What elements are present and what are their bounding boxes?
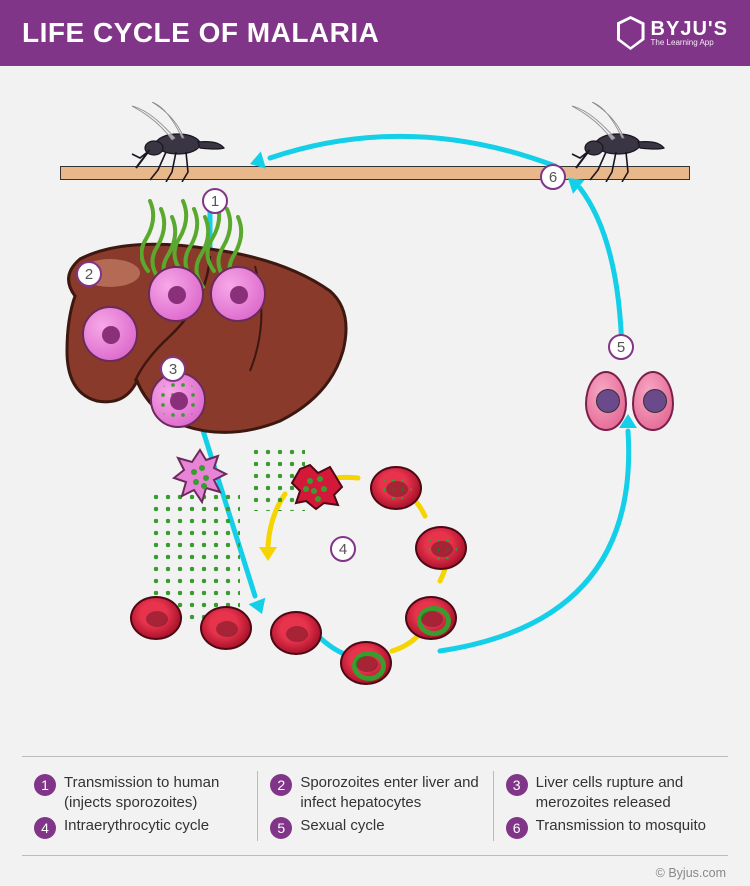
legend-item-1: 1 Transmission to human (injects sporozoi… — [22, 771, 257, 814]
brand-tagline: The Learning App — [651, 39, 728, 47]
legend-number: 4 — [34, 817, 56, 839]
mosquito-icon — [120, 102, 230, 182]
page-title: LIFE CYCLE OF MALARIA — [22, 17, 379, 49]
legend-number: 6 — [506, 817, 528, 839]
red-blood-cell — [415, 526, 467, 570]
ruptured-rbc-icon — [290, 461, 346, 511]
legend-text: Sexual cycle — [300, 816, 384, 836]
legend-number: 1 — [34, 774, 56, 796]
step-marker-3: 3 — [160, 356, 186, 382]
legend-number: 5 — [270, 817, 292, 839]
hepatocyte-cell — [148, 266, 204, 322]
legend-number: 2 — [270, 774, 292, 796]
gametocyte-cell — [632, 371, 674, 431]
red-blood-cell — [370, 466, 422, 510]
hepatocyte-cell — [210, 266, 266, 322]
legend-item-4: 4 Intraerythrocytic cycle — [22, 814, 257, 841]
brand-logo: BYJU'S The Learning App — [617, 16, 728, 50]
legend-item-6: 6 Transmission to mosquito — [493, 814, 728, 841]
legend-text: Sporozoites enter liver and infect hepat… — [300, 773, 480, 812]
red-blood-cell — [340, 641, 392, 685]
legend-number: 3 — [506, 774, 528, 796]
legend-text: Liver cells rupture and merozoites relea… — [536, 773, 716, 812]
legend-text: Transmission to human (injects sporozoit… — [64, 773, 245, 812]
legend-text: Intraerythrocytic cycle — [64, 816, 209, 836]
step-marker-1: 1 — [202, 188, 228, 214]
step-marker-2: 2 — [76, 261, 102, 287]
step-marker-5: 5 — [608, 334, 634, 360]
step-marker-6: 6 — [540, 164, 566, 190]
red-blood-cell — [130, 596, 182, 640]
shield-icon — [617, 16, 645, 50]
red-blood-cell — [270, 611, 322, 655]
red-blood-cell — [200, 606, 252, 650]
red-blood-cell — [405, 596, 457, 640]
legend: 1 Transmission to human (injects sporozoi… — [0, 756, 750, 864]
gametocyte-cell — [585, 371, 627, 431]
step-marker-4: 4 — [330, 536, 356, 562]
legend-item-3: 3 Liver cells rupture and merozoites rele… — [493, 771, 728, 814]
hepatocyte-cell — [82, 306, 138, 362]
ruptured-cell-icon — [170, 446, 230, 506]
legend-item-2: 2 Sporozoites enter liver and infect hepa… — [257, 771, 492, 814]
legend-text: Transmission to mosquito — [536, 816, 706, 836]
mosquito-icon — [560, 102, 670, 182]
lifecycle-diagram: 1 2 3 4 5 6 — [0, 66, 750, 756]
header-bar: LIFE CYCLE OF MALARIA BYJU'S The Learnin… — [0, 0, 750, 66]
legend-item-5: 5 Sexual cycle — [257, 814, 492, 841]
copyright: © Byjus.com — [0, 864, 750, 886]
brand-name: BYJU'S — [651, 19, 728, 39]
